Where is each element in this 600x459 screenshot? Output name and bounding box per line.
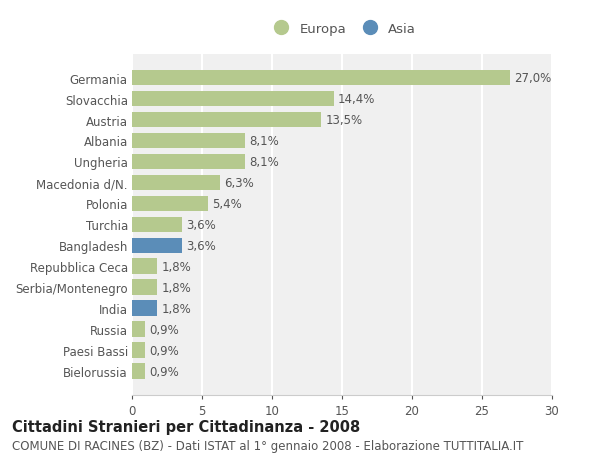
Text: 3,6%: 3,6% — [187, 239, 217, 252]
Text: 1,8%: 1,8% — [161, 260, 191, 273]
Bar — [132, 133, 245, 149]
Text: Cittadini Stranieri per Cittadinanza - 2008: Cittadini Stranieri per Cittadinanza - 2… — [12, 419, 360, 434]
Bar — [132, 280, 157, 296]
Bar — [132, 175, 220, 191]
Bar — [132, 91, 334, 107]
Text: 6,3%: 6,3% — [224, 177, 254, 190]
Text: COMUNE DI RACINES (BZ) - Dati ISTAT al 1° gennaio 2008 - Elaborazione TUTTITALIA: COMUNE DI RACINES (BZ) - Dati ISTAT al 1… — [12, 439, 523, 452]
Legend: Europa, Asia: Europa, Asia — [262, 17, 422, 41]
Text: 0,9%: 0,9% — [149, 365, 179, 378]
Bar — [132, 343, 145, 358]
Text: 8,1%: 8,1% — [250, 156, 280, 168]
Bar — [132, 301, 157, 317]
Bar — [132, 112, 321, 128]
Bar — [132, 196, 208, 212]
Text: 14,4%: 14,4% — [338, 93, 375, 106]
Text: 0,9%: 0,9% — [149, 323, 179, 336]
Text: 3,6%: 3,6% — [187, 218, 217, 231]
Text: 13,5%: 13,5% — [325, 114, 362, 127]
Text: 0,9%: 0,9% — [149, 344, 179, 357]
Text: 8,1%: 8,1% — [250, 134, 280, 148]
Bar — [132, 71, 510, 86]
Text: 1,8%: 1,8% — [161, 281, 191, 294]
Bar — [132, 154, 245, 170]
Text: 1,8%: 1,8% — [161, 302, 191, 315]
Text: 27,0%: 27,0% — [514, 72, 551, 85]
Text: 5,4%: 5,4% — [212, 197, 242, 211]
Bar — [132, 322, 145, 337]
Bar — [132, 217, 182, 233]
Bar — [132, 238, 182, 254]
Bar — [132, 259, 157, 274]
Bar — [132, 364, 145, 379]
